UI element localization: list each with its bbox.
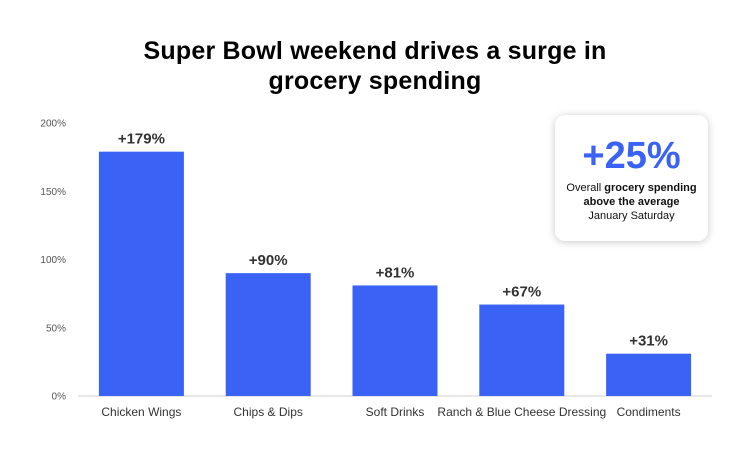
chart-title-line-2: grocery spending: [268, 67, 482, 95]
y-tick-label: 50%: [46, 323, 66, 334]
bar-data-label: +90%: [249, 252, 288, 269]
chart-title: Super Bowl weekend drives a surge in gro…: [0, 36, 750, 96]
callout-line1-bold: grocery spending: [604, 182, 697, 194]
y-tick-label: 100%: [40, 255, 66, 266]
y-tick-label: 0%: [52, 392, 67, 403]
x-category-label: Chips & Dips: [234, 405, 303, 419]
y-tick-label: 150%: [40, 187, 66, 198]
bar-data-label: +67%: [502, 284, 541, 301]
summary-callout: +25% Overall grocery spending above the …: [555, 115, 708, 241]
bar: [606, 353, 692, 396]
chart-title-line-1: Super Bowl weekend drives a surge in: [143, 37, 607, 65]
x-category-label: Condiments: [617, 405, 681, 419]
callout-line2-bold: above the average: [583, 196, 680, 208]
bar-data-label: +31%: [629, 333, 668, 350]
bar: [225, 273, 311, 396]
bar: [98, 151, 184, 396]
x-category-label: Chicken Wings: [101, 405, 181, 419]
callout-line3: January Saturday: [588, 210, 675, 222]
callout-value: +25%: [582, 135, 681, 177]
bar: [352, 285, 438, 396]
bar-data-label: +179%: [118, 131, 165, 148]
callout-line1-prefix: Overall: [566, 182, 605, 194]
x-category-label: Ranch & Blue Cheese Dressing: [437, 405, 606, 419]
x-category-label: Soft Drinks: [366, 405, 425, 419]
bar: [479, 304, 565, 396]
bar-data-label: +81%: [376, 264, 415, 281]
callout-description: Overall grocery spending above the avera…: [555, 181, 708, 223]
y-tick-label: 200%: [40, 119, 66, 130]
